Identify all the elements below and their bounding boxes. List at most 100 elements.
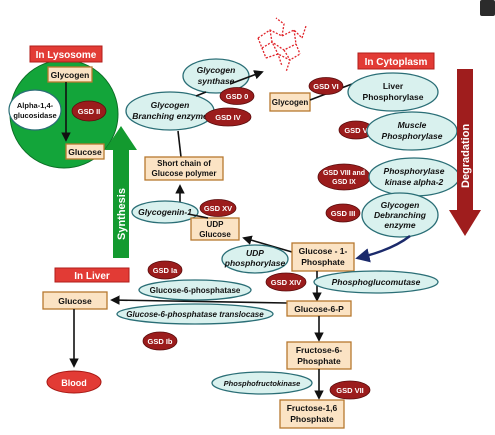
svg-text:Debranching: Debranching (374, 210, 427, 220)
enzyme-glycogen-debranching: Glycogen Debranching enzyme (361, 192, 439, 238)
gsd-badge-xiv: GSD XIV (265, 272, 307, 292)
gsd-badge-ii: GSD II (71, 100, 107, 122)
glycogen-lysosome-box: Glycogen (47, 66, 93, 83)
branched-glycogen-icon (257, 17, 307, 73)
g6p-to-glucose-arrow (110, 295, 288, 305)
svg-text:glucosidase: glucosidase (13, 111, 56, 120)
region-label-cytoplasm: In Cytoplasm (357, 52, 435, 70)
svg-text:UDP: UDP (246, 248, 264, 258)
svg-text:UDP: UDP (207, 220, 225, 229)
svg-text:Muscle: Muscle (398, 120, 427, 130)
region-label-liver: In Liver (54, 267, 130, 283)
svg-text:Phosphate: Phosphate (301, 257, 345, 267)
svg-text:GSD Ia: GSD Ia (153, 266, 178, 275)
glucose-lysosome-box: Glucose (65, 143, 105, 160)
svg-text:Glycogen: Glycogen (51, 70, 90, 80)
svg-text:Glucose: Glucose (68, 147, 102, 157)
fructose-6-phosphate-box: Fructose-6- Phosphate (286, 341, 352, 370)
enzyme-liver-phosphorylase: Liver Phosphorylase (347, 72, 439, 112)
svg-text:Blood: Blood (61, 378, 87, 388)
svg-text:GSD V: GSD V (344, 126, 367, 135)
svg-text:Fructose-6-: Fructose-6- (296, 345, 342, 355)
enzyme-phosphofructokinase: Phosphofructokinase (211, 371, 313, 395)
svg-text:Short chain of: Short chain of (157, 159, 211, 168)
svg-text:Glucose-6-phosphatase: Glucose-6-phosphatase (150, 286, 241, 295)
enzyme-phosphorylase-kinase-alpha-2: Phosphorylase kinase alpha-2 (368, 157, 460, 197)
svg-text:Phosphate: Phosphate (290, 414, 334, 424)
svg-text:GSD VIII and: GSD VIII and (323, 170, 365, 177)
svg-text:Phosphorylase: Phosphorylase (363, 92, 424, 102)
svg-text:Glycogen: Glycogen (381, 200, 420, 210)
enzyme-muscle-phosphorylase: Muscle Phosphorylase (366, 111, 458, 151)
gsd-badge-ib: GSD Ib (142, 331, 178, 351)
svg-text:kinase alpha-2: kinase alpha-2 (385, 177, 444, 187)
udp-to-glycogenin-link (187, 213, 209, 219)
svg-text:phosphorylase: phosphorylase (224, 258, 286, 268)
svg-text:GSD VII: GSD VII (336, 386, 364, 395)
svg-text:GSD XIV: GSD XIV (271, 278, 301, 287)
svg-text:Glycogenin-1: Glycogenin-1 (138, 207, 192, 217)
gsd-badge-iv: GSD IV (204, 107, 252, 127)
gsd-badge-vii: GSD VII (329, 380, 371, 400)
svg-text:GSD VI: GSD VI (313, 82, 338, 91)
region-label-lysosome: In Lysosome (29, 45, 103, 63)
svg-text:GSD 0: GSD 0 (226, 92, 249, 101)
udp-glucose-box: UDP Glucose (190, 217, 240, 241)
svg-text:Degradation: Degradation (460, 124, 472, 188)
branching-to-synthase-link (195, 91, 207, 97)
glucose-1-phosphate-box: Glucose - 1- Phosphate (291, 242, 355, 272)
svg-text:Glucose-6-P: Glucose-6-P (294, 304, 344, 314)
gsd-badge-ia: GSD Ia (147, 260, 183, 280)
svg-text:GSD IX: GSD IX (332, 179, 356, 186)
svg-text:Glucose: Glucose (199, 230, 231, 239)
svg-text:Fructose-1,6: Fructose-1,6 (287, 403, 338, 413)
fructose-1-6-phosphate-box: Fructose-1,6 Phosphate (279, 399, 345, 429)
enzyme-alpha-glucosidase: Alpha-1,4- glucosidase (8, 89, 62, 131)
svg-text:In Cytoplasm: In Cytoplasm (365, 57, 428, 68)
svg-text:Liver: Liver (383, 81, 404, 91)
svg-text:Glucose: Glucose (58, 296, 92, 306)
svg-text:Glucose-6-phosphatase transloc: Glucose-6-phosphatase translocase (126, 310, 264, 319)
svg-text:Phosphate: Phosphate (297, 356, 341, 366)
svg-text:GSD XV: GSD XV (204, 204, 232, 213)
synthase-to-glycogen-arrow (229, 70, 264, 85)
svg-text:In Liver: In Liver (74, 271, 110, 282)
enzyme-glucose-6-phosphatase: Glucose-6-phosphatase (138, 279, 252, 301)
svg-text:Branching enzyme: Branching enzyme (132, 111, 208, 121)
blood-node: Blood (46, 370, 102, 394)
svg-text:Glycogen: Glycogen (151, 100, 190, 110)
svg-text:GSD III: GSD III (331, 209, 356, 218)
svg-text:Glycogen: Glycogen (197, 65, 236, 75)
svg-text:GSD II: GSD II (78, 107, 101, 116)
svg-text:Phosphorylase: Phosphorylase (384, 166, 445, 176)
svg-text:In Lysosome: In Lysosome (36, 50, 97, 61)
enzyme-glycogen-synthase: Glycogen synthase (182, 58, 250, 94)
expand-icon[interactable] (480, 0, 495, 16)
svg-text:GSD Ib: GSD Ib (147, 337, 172, 346)
enzyme-phosphoglucomutase: Phosphoglucomutase (313, 270, 439, 294)
g1p-to-udp-glucose-arrow (242, 235, 293, 253)
svg-text:Phosphoglucomutase: Phosphoglucomutase (332, 277, 421, 287)
svg-text:Glycogen: Glycogen (272, 98, 309, 107)
svg-text:GSD IV: GSD IV (215, 113, 240, 122)
svg-text:synthase: synthase (198, 76, 235, 86)
enzyme-glycogenin-1: Glycogenin-1 (131, 200, 199, 224)
gsd-badge-iii: GSD III (325, 203, 361, 223)
glucose-6-p-box: Glucose-6-P (286, 300, 352, 317)
enzyme-glycogen-branching: Glycogen Branching enzyme (125, 91, 215, 131)
short-chain-glucose-polymer-box: Short chain of Glucose polymer (144, 156, 224, 181)
svg-text:Phosphofructokinase: Phosphofructokinase (224, 379, 301, 388)
gsd-badge-vi: GSD VI (308, 77, 344, 95)
svg-text:Phosphorylase: Phosphorylase (382, 131, 443, 141)
svg-text:Alpha-1,4-: Alpha-1,4- (17, 101, 54, 110)
debranching-to-g1p-arrow (355, 235, 411, 263)
chain-to-branching-link (177, 130, 182, 158)
enzyme-udp-phosphorylase: UDP phosphorylase (221, 244, 289, 274)
gsd-badge-viii-ix: GSD VIII and GSD IX (317, 163, 371, 191)
glucose-liver-box: Glucose (42, 291, 108, 310)
svg-text:Glucose polymer: Glucose polymer (152, 169, 217, 178)
gsd-badge-0: GSD 0 (219, 87, 255, 105)
svg-text:Synthesis: Synthesis (116, 188, 128, 240)
